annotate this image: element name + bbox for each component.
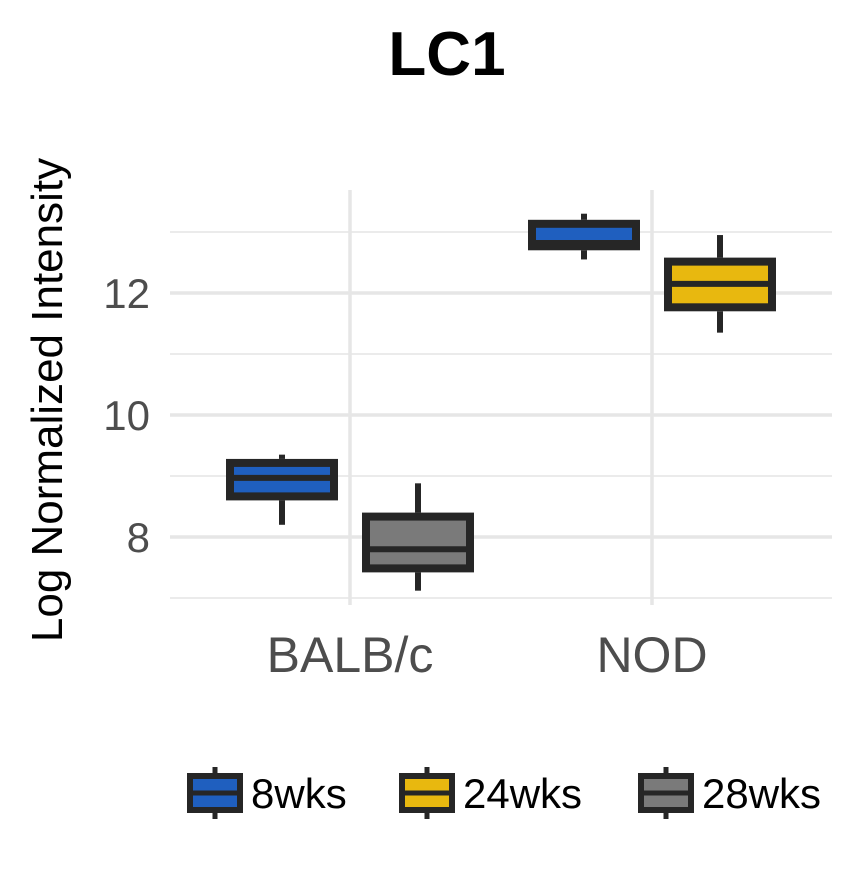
box-8wks-NOD [528,213,640,260]
legend-item-28wks: 28wks [638,767,821,819]
legend-item-8wks: 8wks [187,767,347,819]
box-fill [536,227,632,243]
box-24wks-NOD [664,235,776,333]
y-axis-label: Log Normalized Intensity [23,158,72,642]
x-tick-label: NOD [596,627,707,683]
box-8wks-BALB/c [226,454,338,525]
legend-item-24wks: 24wks [399,767,582,819]
y-ticks: 8 10 12 [103,270,150,561]
grid [170,190,832,605]
legend-label: 24wks [463,770,582,817]
y-tick-label: 12 [103,270,150,317]
y-tick-label: 10 [103,392,150,439]
box-28wks-BALB/c [362,483,474,591]
x-ticks: BALB/c NOD [267,627,708,683]
chart-title: LC1 [388,20,505,89]
x-tick-label: BALB/c [267,627,434,683]
y-tick-label: 8 [127,514,150,561]
boxes [226,213,776,591]
box-fill [370,520,466,565]
legend-label: 8wks [251,770,347,817]
legend: 8wks 24wks 28wks [187,767,821,819]
legend-label: 28wks [702,770,821,817]
